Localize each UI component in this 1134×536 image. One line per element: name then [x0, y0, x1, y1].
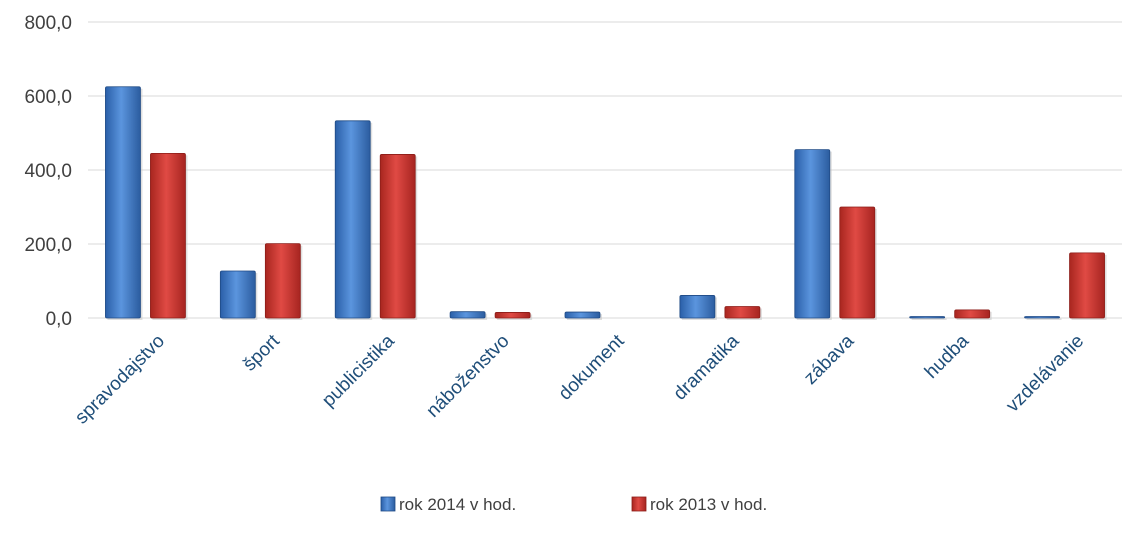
legend: rok 2014 v hod. rok 2013 v hod.: [380, 495, 767, 514]
bar-2014-8: [1024, 316, 1062, 320]
legend-label: rok 2013 v hod.: [650, 495, 767, 514]
bar: [1024, 316, 1060, 319]
bar-2013-0: [150, 152, 188, 320]
bar: [679, 295, 716, 319]
bar-2014-6: [794, 149, 832, 320]
bar-2014-5: [679, 295, 717, 320]
bar: [379, 154, 416, 319]
legend-item-2014: rok 2014 v hod.: [380, 495, 516, 514]
bar: [794, 149, 831, 319]
bar-2013-6: [839, 206, 877, 320]
bar: [954, 309, 991, 319]
bar-2013-5: [724, 306, 762, 320]
bar-2014-0: [105, 86, 143, 320]
bar-shadow: [1026, 318, 1062, 320]
bar: [839, 206, 876, 319]
x-category-label: spravodajstvo: [71, 331, 169, 429]
y-axis-ticks: 0,0 200,0 400,0 600,0 800,0: [24, 13, 72, 330]
y-tick-label: 400,0: [24, 161, 72, 182]
x-category-label: šport: [239, 330, 284, 375]
bar-2013-8: [1069, 252, 1107, 320]
y-tick-label: 0,0: [46, 309, 72, 330]
bar: [150, 152, 186, 319]
legend-label: rok 2014 v hod.: [399, 495, 516, 514]
y-tick-label: 600,0: [24, 87, 72, 108]
x-category-label: náboženstvo: [423, 331, 514, 422]
legend-swatch: [380, 496, 396, 512]
bar-2014-3: [449, 311, 488, 320]
x-category-label: publicistika: [318, 330, 399, 411]
bar: [105, 86, 141, 319]
bar: [909, 316, 946, 319]
bar-2013-3: [494, 312, 533, 320]
bar-2014-7: [909, 316, 947, 320]
x-category-label: vzdelávanie: [1002, 331, 1088, 417]
bar: [724, 306, 761, 319]
bar: [264, 243, 301, 319]
bar-2013-7: [954, 309, 992, 320]
x-category-label: dokument: [555, 330, 629, 404]
x-category-label: dramatika: [670, 330, 744, 404]
x-category-label: zábava: [800, 330, 858, 388]
bar: [1069, 252, 1105, 319]
bar-2013-1: [264, 243, 303, 320]
legend-item-2013: rok 2013 v hod.: [631, 495, 767, 514]
y-tick-label: 800,0: [24, 13, 72, 34]
bar-shadow: [911, 318, 947, 320]
bar: [219, 270, 256, 319]
bars: [105, 86, 1107, 320]
legend-swatch: [631, 496, 647, 512]
x-axis-categories: spravodajstvo šport publicistika náboženstv…: [71, 330, 1088, 428]
y-tick-label: 200,0: [24, 235, 72, 256]
bar-2014-1: [219, 270, 258, 320]
x-category-label: hudba: [921, 330, 974, 383]
gridlines: [88, 21, 1122, 319]
bar: [334, 120, 371, 319]
bar: [564, 311, 601, 319]
bar: [494, 312, 531, 319]
bar-2013-2: [379, 154, 418, 320]
bar-2014-4: [564, 311, 602, 320]
bar-2014-2: [334, 120, 373, 320]
bar: [449, 311, 486, 319]
